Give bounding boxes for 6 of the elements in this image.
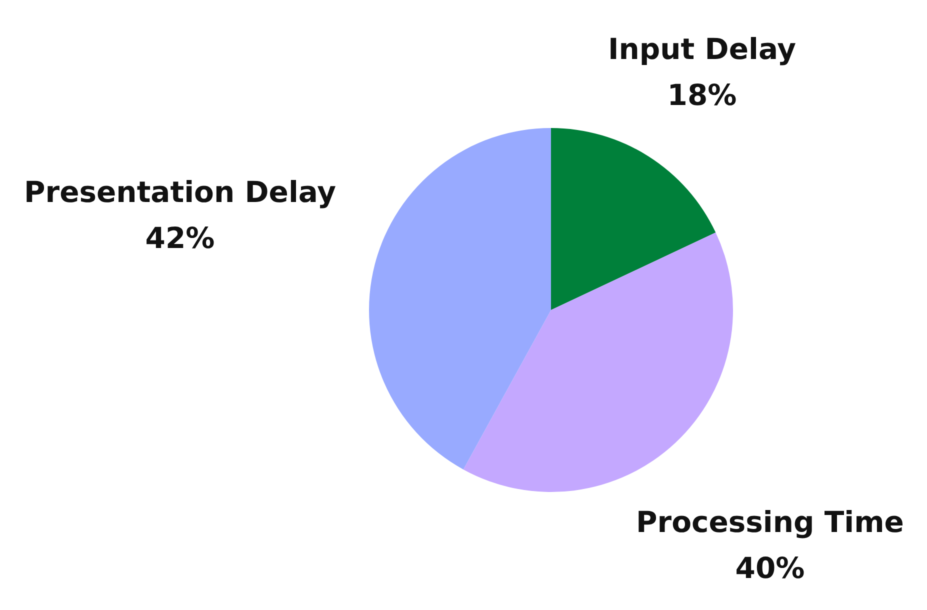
slice-label: Presentation Delay [24,175,336,209]
slice-label: Input Delay [608,32,796,66]
slice-label: Processing Time [636,505,904,539]
data-label: 42% [145,221,215,255]
data-label: 18% [667,78,737,112]
data-label: 40% [735,551,805,585]
